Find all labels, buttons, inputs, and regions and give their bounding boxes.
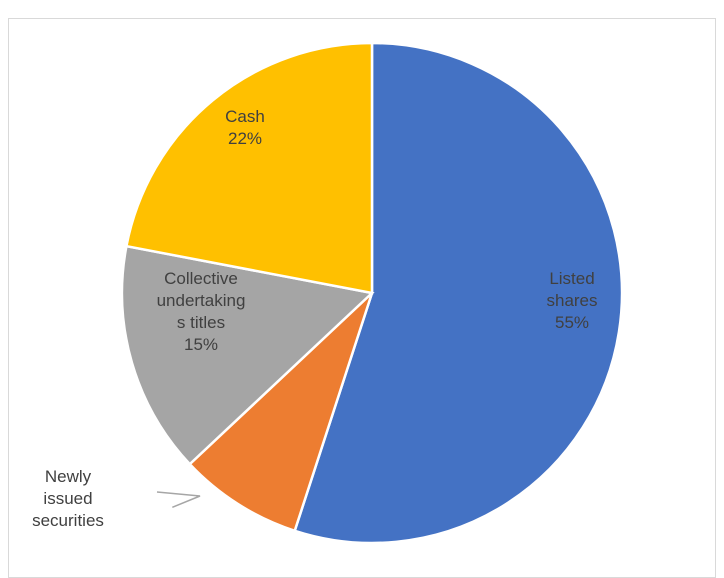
leader-lines <box>156 491 201 509</box>
slice-labels: Listed shares 55% Newly issued securities Coll… <box>32 107 597 530</box>
pie-slice-listed-shares <box>293 41 624 545</box>
data-label-newly-issued-securities: Newly issued securities <box>32 467 104 530</box>
pie-slices <box>120 41 624 545</box>
pie-slice-cash <box>124 41 374 295</box>
leader-line-newly-issued-securities <box>156 491 201 509</box>
pie-slice-collective-undertaking-s-titles <box>120 244 375 466</box>
pie-slice-newly-issued-securities <box>187 292 374 533</box>
data-label-collective-undertaking-s-titles: Collective undertaking s titles 15% <box>157 269 246 354</box>
data-label-listed-shares: Listed shares 55% <box>546 269 597 332</box>
data-label-cash: Cash 22% <box>225 107 265 148</box>
pie-chart: Listed shares 55% Newly issued securities Coll… <box>32 41 624 545</box>
